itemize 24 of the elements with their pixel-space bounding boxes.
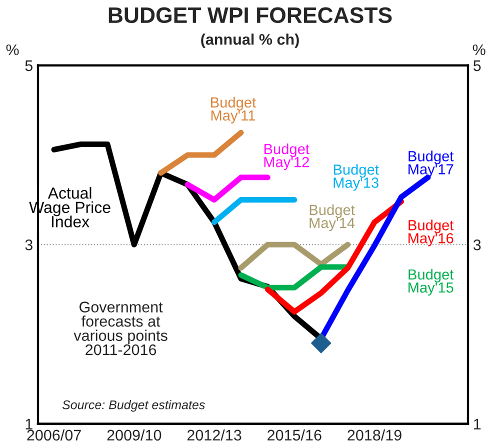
series-label: Budget May'14 (310, 204, 355, 232)
x-tick-label: 2006/07 (27, 429, 81, 441)
y-tick-label: 3 (25, 239, 32, 250)
x-tick-label: 2018/19 (348, 429, 402, 441)
chart-title: BUDGET WPI FORECASTS (108, 7, 392, 24)
y-tick-label: 5 (25, 60, 32, 72)
annotation: Source: Budget estimates (62, 400, 205, 412)
series-label: Budget May'12 (264, 143, 310, 170)
y2-axis-title: % (472, 44, 486, 56)
y-axis-title: % (6, 44, 19, 56)
x-tick-label: 2015/16 (268, 429, 322, 441)
y-tick-label: 1 (26, 418, 32, 430)
x-tick-label: 2012/13 (187, 429, 242, 441)
chart-subtitle: (annual % ch) (201, 34, 299, 48)
text: Budget May'15 (408, 268, 454, 296)
y2-tick-label: 1 (474, 418, 481, 430)
series-label: Budget May'11 (211, 96, 256, 124)
y2-tick-label: 5 (473, 60, 481, 72)
text: Budget May'13 (334, 164, 379, 191)
series-label: Budget May'17 (408, 150, 454, 178)
series-label: Budget May'16 (408, 220, 454, 246)
y2-tick-label: 3 (473, 239, 481, 250)
x-tick-label: 2009/10 (107, 429, 162, 441)
annotation: Government forecasts at various points 2011-2016 (74, 302, 168, 356)
